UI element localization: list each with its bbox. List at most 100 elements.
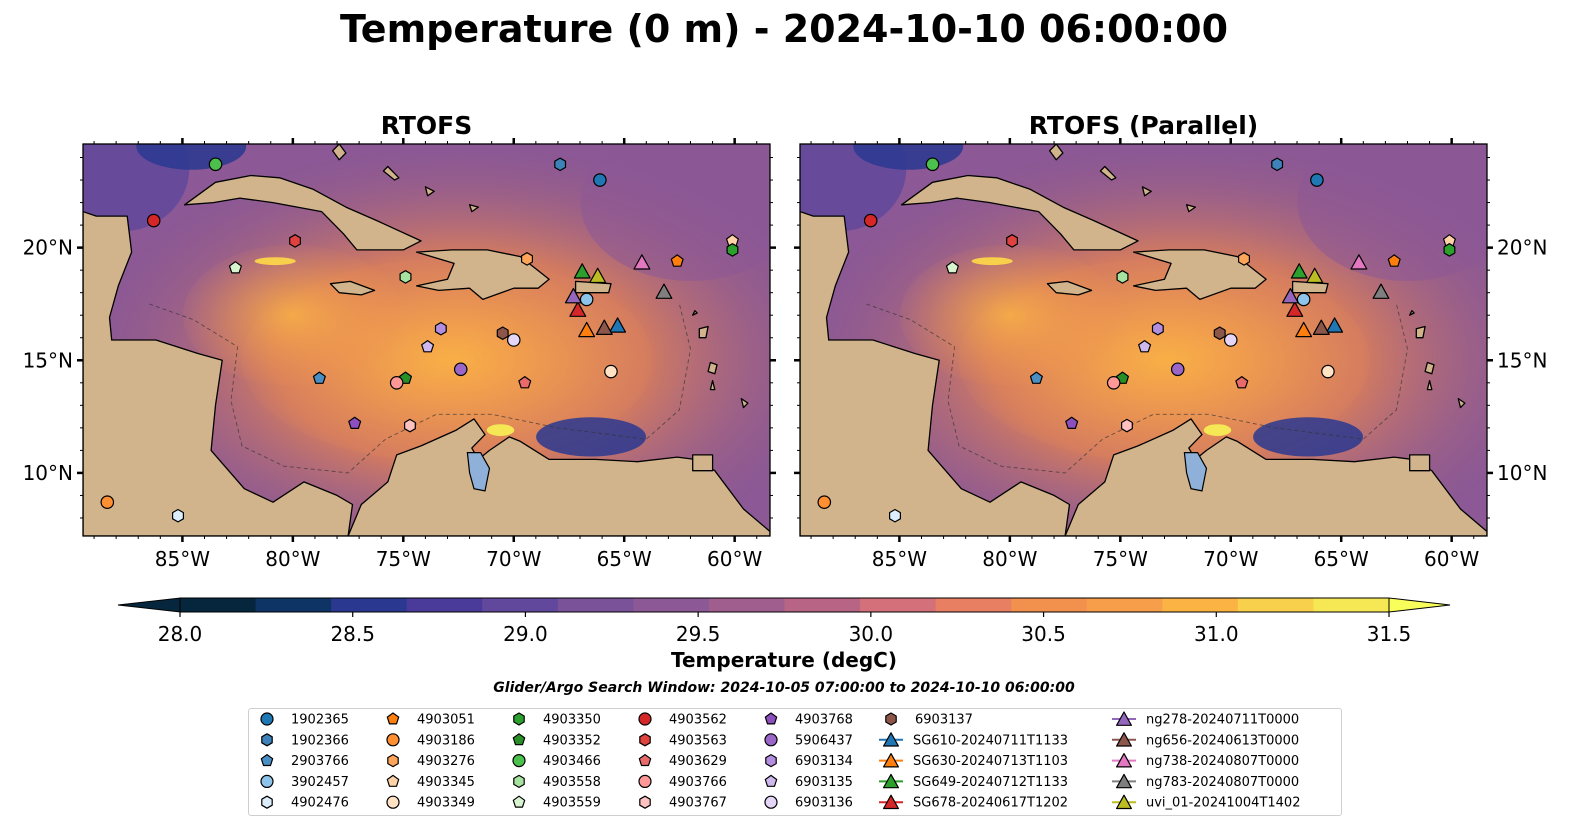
- marker-ng656-20240613T0000: [595, 319, 613, 335]
- marker-SG678-20240617T1202: [1286, 301, 1304, 317]
- legend-marker: [260, 774, 274, 789]
- colorbar-tick-label: 30.5: [1021, 622, 1066, 646]
- x-tick-label: 85°W: [155, 547, 210, 571]
- marker-1902365: [593, 173, 607, 187]
- colorbar-segment: [708, 598, 786, 612]
- legend-item: 5906437: [764, 733, 853, 748]
- marker-4903559: [228, 261, 242, 274]
- colorbar-tick-label: 31.5: [1367, 622, 1412, 646]
- marker-4903350: [726, 243, 739, 257]
- legend-marker: [261, 733, 273, 747]
- marker-4903349: [604, 364, 618, 379]
- legend-item: 6903137: [885, 712, 973, 728]
- panel-title: RTOFS (Parallel): [1029, 111, 1258, 140]
- marker-1902366: [554, 157, 567, 172]
- x-tick-label: 60°W: [1424, 547, 1479, 571]
- marker-4903563: [1006, 234, 1018, 248]
- legend-item: 4903051: [386, 712, 475, 728]
- marker-ng783-20240807T0000: [655, 283, 673, 299]
- legend-marker: [386, 795, 400, 809]
- colorbar-segment: [255, 598, 332, 612]
- x-tick-label: 75°W: [376, 547, 431, 571]
- map-panel-rtofs-parallel: RTOFS (Parallel) 85°W 80°W 75°W 70°W 65°W 60°W…: [794, 111, 1547, 571]
- colorbar-tick-label: 29.0: [503, 622, 548, 646]
- legend-item: 4903768: [764, 712, 853, 728]
- marker-6903135: [421, 340, 435, 353]
- legend-marker: [765, 754, 777, 768]
- legend-marker: [883, 794, 899, 810]
- legend-label: 4903186: [417, 733, 475, 748]
- legend-label: 4903352: [543, 733, 601, 748]
- marker-4903766: [1106, 376, 1121, 390]
- land-polygon: [709, 379, 716, 391]
- search-window-text: Glider/Argo Search Window: 2024-10-05 07…: [493, 680, 1075, 696]
- marker-SG678-20240617T1202: [569, 301, 587, 317]
- colorbar-segment: [557, 598, 634, 612]
- x-tick-label: 65°W: [1314, 547, 1369, 571]
- legend-item: 4903559: [512, 795, 601, 811]
- legend-label: ng783-20240807T0000: [1146, 775, 1299, 790]
- legend-marker: [1116, 773, 1132, 789]
- x-tick-label: 70°W: [1203, 547, 1258, 571]
- marker-ng278-20240711T0000: [564, 288, 582, 304]
- legend-label: ng738-20240807T0000: [1146, 754, 1299, 769]
- marker-4903559: [945, 261, 959, 274]
- land-polygon: [698, 325, 709, 339]
- marker-1902366: [1271, 157, 1284, 172]
- colorbar-tick-label: 28.5: [330, 622, 375, 646]
- marker-4903558: [399, 270, 412, 284]
- legend-item: SG678-20240617T1202: [879, 794, 1068, 811]
- land-polygon: [1064, 418, 1487, 536]
- legend-item: 4903766: [638, 774, 727, 790]
- marker-6903134: [1151, 321, 1164, 336]
- legend-marker: [639, 795, 651, 809]
- marker-4903276: [1238, 252, 1250, 266]
- marker-4903629: [518, 376, 532, 389]
- legend-item: 4903345: [386, 774, 475, 790]
- legend-item: 4903276: [387, 754, 475, 769]
- bathymetry-contour: [866, 303, 1408, 474]
- marker-4903562: [146, 213, 161, 228]
- marker-4903276: [521, 252, 533, 266]
- legend-item: 4903629: [638, 754, 727, 769]
- x-tick-label: 85°W: [872, 547, 927, 571]
- marker-6903136: [1223, 333, 1238, 347]
- marker-4903768: [348, 416, 362, 429]
- marker-4903350: [1443, 243, 1456, 257]
- marker-SG630-20240713T1103: [1295, 321, 1313, 338]
- colorbar-segment: [1011, 598, 1088, 612]
- colorbar-label: Temperature (degC): [671, 648, 897, 672]
- marker-4902476: [172, 508, 184, 523]
- legend-item: 2903766: [260, 754, 349, 769]
- marker-SG610-20240711T1133: [1326, 317, 1344, 333]
- colorbar-extend-high: [1388, 597, 1451, 613]
- legend-label: 2903766: [291, 754, 349, 769]
- legend-marker: [1116, 794, 1132, 810]
- y-tick-label: 10°N: [1497, 461, 1547, 485]
- x-tick-label: 80°W: [982, 547, 1037, 571]
- legend-marker: [885, 712, 897, 726]
- land-polygon: [1424, 361, 1435, 375]
- marker-4903767: [1121, 418, 1133, 433]
- colorbar-segment: [860, 598, 937, 612]
- colorbar-segment: [935, 598, 1012, 612]
- legend-marker: [386, 733, 400, 747]
- legend-label: 4903350: [543, 713, 601, 728]
- land-polygon: [347, 418, 770, 536]
- lake-polygon: [1183, 452, 1208, 492]
- land-polygon: [382, 165, 400, 181]
- legend-label: ng278-20240711T0000: [1146, 713, 1299, 728]
- colorbar-segment: [784, 598, 861, 612]
- colorbar-segment: [633, 598, 710, 612]
- marker-4903186: [100, 495, 115, 510]
- colorbar-segment: [406, 598, 483, 612]
- legend-marker: [1116, 711, 1132, 726]
- legend-marker: [261, 795, 273, 809]
- y-tick-label: 20°N: [23, 236, 73, 260]
- legend-label: 4903629: [669, 754, 727, 769]
- legend-label: 4902476: [291, 796, 349, 811]
- marker-5906437: [1170, 362, 1185, 377]
- legend-label: 6903137: [915, 713, 973, 728]
- legend-marker: [1116, 753, 1132, 768]
- legend-label: 4903559: [543, 796, 601, 811]
